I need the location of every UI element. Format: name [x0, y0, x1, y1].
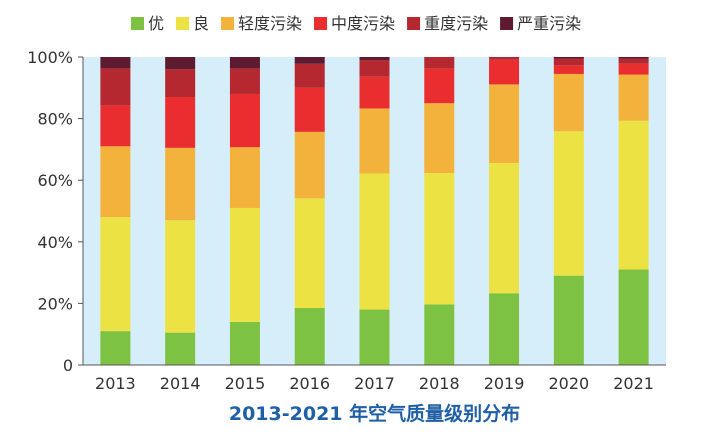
bar-segment-2014-3 — [165, 97, 196, 148]
bar-segment-2020-5 — [553, 57, 584, 59]
legend-label: 严重污染 — [517, 14, 581, 33]
bar-segment-2014-5 — [165, 57, 196, 70]
bar-segment-2021-0 — [618, 269, 649, 365]
bar-segment-2015-3 — [229, 93, 260, 148]
x-tick-label: 2014 — [160, 374, 201, 393]
bar-segment-2013-4 — [100, 68, 131, 106]
bar-segment-2016-4 — [294, 63, 325, 88]
x-tick-label: 2018 — [419, 374, 460, 393]
bar-segment-2017-3 — [359, 76, 390, 109]
bar-segment-2017-2 — [359, 108, 390, 174]
bar-segment-2016-5 — [294, 57, 325, 64]
legend-swatch — [407, 17, 421, 30]
bar-segment-2013-2 — [100, 146, 131, 218]
y-tick-label: 40% — [37, 233, 73, 252]
bar-segment-2016-1 — [294, 198, 325, 309]
bar-segment-2015-0 — [229, 321, 260, 365]
bar-segment-2018-3 — [424, 68, 455, 104]
legend-label: 优 — [148, 14, 164, 33]
bar-segment-2020-3 — [553, 65, 584, 74]
y-tick-label: 0 — [63, 356, 73, 375]
bar-segment-2019-3 — [489, 59, 520, 85]
bar-segment-2020-2 — [553, 73, 584, 132]
bar-segment-2019-1 — [489, 162, 520, 294]
bar-segment-2021-2 — [618, 74, 649, 121]
legend-label: 重度污染 — [424, 14, 488, 33]
bar-segment-2014-0 — [165, 332, 196, 365]
bar-segment-2017-4 — [359, 60, 390, 77]
x-tick-label: 2017 — [354, 374, 395, 393]
bar-segment-2013-3 — [100, 105, 131, 147]
bar-segment-2018-0 — [424, 304, 455, 365]
legend-swatch — [221, 17, 235, 30]
bar-segment-2016-0 — [294, 308, 325, 365]
bar-segment-2016-3 — [294, 87, 325, 132]
x-tick-label: 2019 — [484, 374, 525, 393]
bar-segment-2017-1 — [359, 173, 390, 310]
bar-segment-2021-4 — [618, 58, 649, 64]
legend-swatch — [176, 17, 190, 30]
bar-segment-2013-5 — [100, 57, 131, 69]
y-tick-label: 20% — [37, 294, 73, 313]
bar-segment-2018-2 — [424, 103, 455, 174]
legend-label: 良 — [193, 14, 209, 33]
legend-swatch — [131, 17, 144, 30]
bar-segment-2019-4 — [489, 57, 520, 60]
y-tick-label: 100% — [27, 48, 73, 67]
bar-segment-2017-0 — [359, 309, 390, 365]
bar-segment-2013-1 — [100, 217, 131, 332]
legend-label: 轻度污染 — [238, 14, 302, 33]
bar-segment-2020-0 — [553, 275, 584, 365]
legend-swatch — [314, 17, 328, 30]
bar-segment-2021-3 — [618, 63, 649, 75]
bar-segment-2016-2 — [294, 131, 325, 199]
bar-segment-2015-2 — [229, 147, 260, 208]
legend-label: 中度污染 — [331, 14, 395, 33]
bar-segment-2015-1 — [229, 207, 260, 322]
y-tick-label: 80% — [37, 110, 73, 129]
x-tick-label: 2021 — [613, 374, 654, 393]
x-tick-label: 2015 — [225, 374, 266, 393]
x-tick-label: 2020 — [548, 374, 589, 393]
legend-swatch — [500, 17, 514, 30]
bar-segment-2018-4 — [424, 57, 455, 69]
bar-segment-2021-5 — [618, 57, 649, 59]
bar-segment-2017-5 — [359, 57, 390, 61]
bar-segment-2014-4 — [165, 69, 196, 98]
x-tick-label: 2013 — [95, 374, 136, 393]
bar-segment-2013-0 — [100, 331, 131, 365]
bar-segment-2014-1 — [165, 220, 196, 333]
x-tick-label: 2016 — [289, 374, 330, 393]
bar-segment-2018-1 — [424, 173, 455, 305]
bar-segment-2020-1 — [553, 131, 584, 276]
chart-title: 2013-2021 年空气质量级别分布 — [229, 402, 520, 425]
bar-segment-2019-2 — [489, 84, 520, 163]
bar-segment-2014-2 — [165, 147, 196, 221]
bar-segment-2019-0 — [489, 293, 520, 365]
bar-segment-2015-5 — [229, 57, 260, 69]
bar-segment-2020-4 — [553, 58, 584, 66]
bar-segment-2015-4 — [229, 68, 260, 94]
bar-segment-2021-1 — [618, 120, 649, 270]
y-tick-label: 60% — [37, 171, 73, 190]
